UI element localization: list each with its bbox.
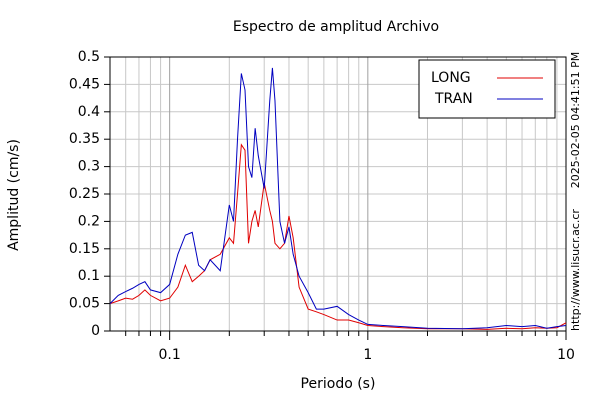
plot-frame — [109, 56, 567, 332]
x-tick-label: 1 — [363, 347, 372, 363]
series-line — [109, 67, 567, 330]
series-line — [109, 143, 567, 330]
y-tick-label: 0.2 — [78, 213, 100, 229]
legend-label: LONG — [431, 70, 471, 86]
y-tick-label: 0.35 — [69, 131, 100, 147]
y-tick-label: 0.4 — [78, 104, 100, 120]
x-axis-label: Periodo (s) — [301, 376, 376, 392]
y-tick-label: 0.15 — [69, 241, 100, 257]
chart-title: Espectro de amplitud Archivo — [233, 19, 439, 35]
timestamp: 2025-02-05 04:41:51 PM — [569, 52, 582, 188]
x-tick-label: 10 — [557, 347, 575, 363]
y-tick-label: 0.45 — [69, 76, 100, 92]
y-tick-label: 0.25 — [69, 186, 100, 202]
y-tick-label: 0 — [91, 323, 100, 339]
y-axis-label: Amplitud (cm/s) — [6, 139, 22, 251]
y-tick-label: 0.1 — [78, 268, 100, 284]
legend-label: TRAN — [434, 91, 473, 107]
x-tick-label: 0.1 — [159, 347, 181, 363]
y-tick-label: 0.3 — [78, 159, 100, 175]
legend-box — [418, 59, 556, 119]
y-tick-label: 0.05 — [69, 296, 100, 312]
y-tick-label: 0.5 — [78, 49, 100, 65]
url: http://www.lisucr.ac.cr — [569, 209, 582, 331]
